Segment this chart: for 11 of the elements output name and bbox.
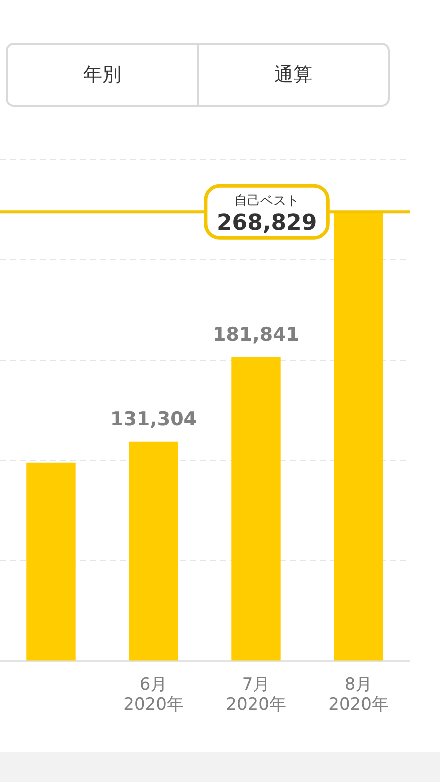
x-tick-label: 7月 2020年 [226,674,286,716]
data-label: 131,304 [110,408,198,430]
x-tick-label: 8月 2020年 [328,674,389,716]
bar [232,357,281,661]
bar [26,462,76,661]
bar [129,442,178,661]
text: 通算 [197,45,388,105]
ref-line-label: 自己ベスト 268,829 [216,194,318,236]
x-tick-label: 6月 2020年 [124,674,184,716]
text: 年別 [82,63,122,88]
data-label: 181,841 [212,324,300,346]
